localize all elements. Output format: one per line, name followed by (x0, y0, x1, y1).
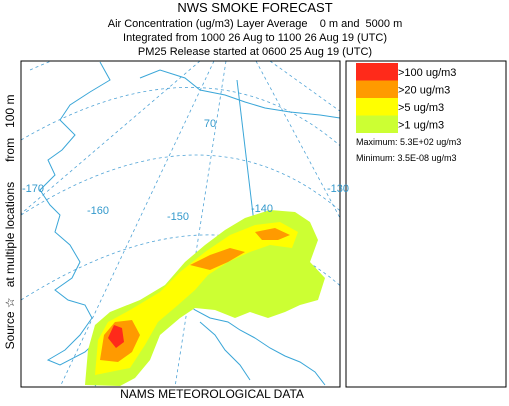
legend-label: >100 ug/m3 (398, 67, 456, 79)
map-frame (20, 60, 341, 388)
legend-minimum: Minimum: 3.5E-08 ug/m3 (356, 153, 457, 163)
graticule-label: -160 (87, 205, 109, 217)
legend-swatch (356, 115, 398, 133)
meridian (59, 61, 215, 387)
subtitle: Integrated from 1000 26 Aug to 1100 26 A… (123, 32, 387, 44)
side-label: Source ☆ at multiple locations from 100 … (3, 95, 17, 350)
footer: NAMS METEOROLOGICAL DATA (120, 387, 304, 401)
coastline (139, 69, 340, 119)
coastline (199, 321, 251, 381)
legend-swatch (356, 63, 398, 81)
plume-level-1 (108, 325, 124, 348)
subtitle: Air Concentration (ug/m3) Layer Average … (108, 18, 403, 30)
graticule-label: 70 (204, 118, 216, 130)
graticule-label: -170 (22, 183, 44, 195)
legend-frame (345, 60, 507, 388)
graticule-label: -150 (167, 211, 189, 223)
meridian (255, 61, 340, 219)
legend-label: >20 ug/m3 (398, 85, 450, 97)
title: NWS SMOKE FORECAST (177, 0, 332, 15)
overlay: >100 ug/m3 >20 ug/m3 >5 ug/m3 >1 ug/m3 Maxim… (22, 63, 461, 223)
plume-level-2 (100, 228, 290, 362)
meridian (21, 61, 201, 215)
parallel (21, 87, 340, 147)
parallel (21, 154, 340, 216)
subtitle: PM25 Release started at 0600 25 Aug 19 (… (138, 46, 372, 58)
legend-swatch (356, 98, 398, 116)
map (21, 61, 340, 387)
plume-level-3 (95, 222, 298, 375)
meridian (174, 61, 227, 387)
legend-swatch (356, 80, 398, 98)
coastline (39, 61, 326, 386)
legend-maximum: Maximum: 5.3E+02 ug/m3 (356, 137, 461, 147)
graticule-label: -130 (327, 183, 349, 195)
legend-label: >1 ug/m3 (398, 120, 444, 132)
legend-label: >5 ug/m3 (398, 102, 444, 114)
graticule-label: -140 (251, 203, 273, 215)
